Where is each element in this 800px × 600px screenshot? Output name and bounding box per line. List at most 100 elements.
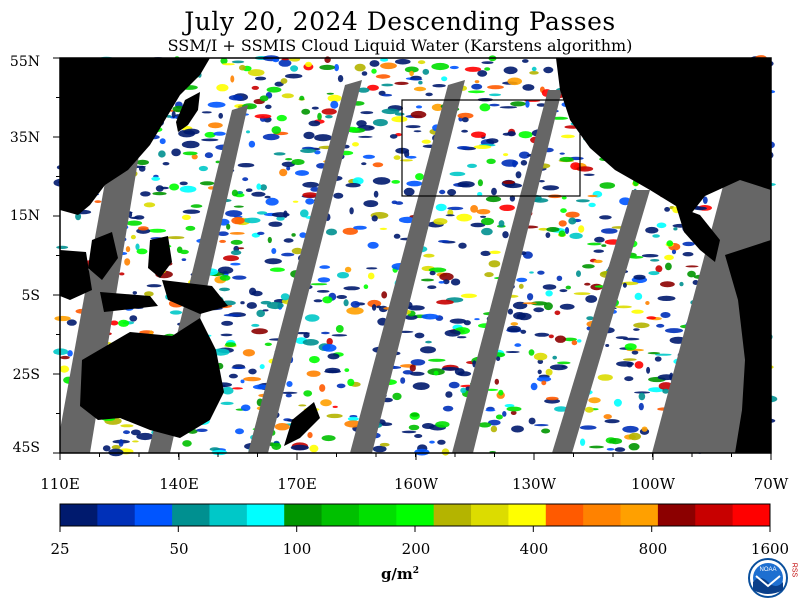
cloud-patch (420, 346, 436, 354)
cloud-patch (319, 265, 331, 269)
cloud-patch (648, 271, 660, 276)
cloud-patch (484, 272, 494, 278)
cloud-patch (560, 208, 567, 214)
cloud-patch (441, 76, 448, 82)
cloud-patch (230, 262, 241, 266)
cloud-patch (693, 206, 707, 211)
cloud-patch (538, 180, 545, 183)
cloud-patch (363, 200, 379, 208)
cloud-patch (146, 284, 162, 288)
cloud-patch (561, 134, 575, 139)
lon-label-160w: 160W (393, 475, 439, 493)
cloud-patch (435, 421, 450, 428)
cloud-patch (456, 213, 473, 222)
cloud-patch (247, 69, 265, 77)
cloud-patch (326, 92, 334, 95)
cloud-patch (220, 57, 228, 65)
cloud-patch (221, 320, 234, 326)
cloud-patch (561, 365, 566, 368)
cloud-patch (646, 316, 657, 320)
cloud-patch (576, 339, 582, 343)
cloud-patch (518, 131, 533, 139)
cloud-patch (345, 183, 361, 188)
cloud-patch (633, 328, 640, 331)
cloud-patch (679, 281, 684, 287)
land-mass (88, 232, 118, 280)
cloud-patch (580, 438, 586, 446)
lat-label-5s: 5S (21, 288, 41, 304)
cloud-patch (606, 448, 615, 451)
cloud-patch (291, 233, 296, 237)
cloud-patch (431, 62, 450, 71)
cloud-patch (342, 227, 358, 235)
cloud-patch (638, 392, 646, 401)
land-mass (148, 236, 172, 278)
region-outline-box (401, 99, 581, 197)
cloud-patch (268, 221, 283, 227)
swath-gap (350, 80, 465, 453)
cloud-patch (522, 59, 529, 63)
cloud-patch (488, 260, 501, 268)
cloud-patch (408, 424, 420, 431)
cloud-patch (615, 305, 632, 309)
lat-label-15n: 15N (9, 208, 40, 224)
cloud-patch (248, 140, 256, 148)
cloud-patch (389, 134, 398, 139)
cloud-patch (333, 192, 344, 199)
cloud-patch (344, 266, 352, 273)
land-mass (60, 250, 92, 300)
cloud-patch (481, 227, 493, 236)
cloud-patch (546, 227, 560, 232)
cloud-patch (409, 78, 423, 81)
swath-gap (652, 150, 771, 453)
cloud-patch (573, 292, 591, 295)
cloud-patch (460, 387, 467, 394)
map-title: July 20, 2024 Descending Passes (184, 7, 616, 36)
cloud-patch (232, 275, 247, 280)
land-mass (60, 58, 210, 215)
land-mass (676, 206, 720, 262)
cloud-patch (507, 77, 522, 86)
cloud-patch (403, 187, 415, 196)
cloud-patch (295, 170, 309, 176)
cloud-patch (665, 328, 683, 334)
colorbar-swatch (60, 504, 98, 526)
cloud-patch (286, 165, 291, 171)
cloud-patch (477, 70, 488, 77)
cloud-patch (371, 68, 377, 74)
cloud-patch (576, 166, 594, 172)
cloud-patch (448, 381, 460, 389)
cloud-patch (337, 272, 349, 279)
cloud-patch (561, 196, 567, 200)
cloud-patch (542, 284, 557, 290)
cloud-patch (217, 266, 234, 274)
land-masses (60, 58, 771, 453)
cloud-patch (404, 314, 418, 320)
cloud-patch (132, 440, 139, 443)
cloud-patch (137, 226, 149, 231)
cloud-patch (622, 425, 639, 433)
cloud-patch (471, 131, 486, 138)
cloud-patch (171, 148, 181, 157)
cloud-patch (204, 152, 213, 159)
cloud-patch (201, 111, 212, 114)
colorbar-swatch (172, 504, 210, 526)
cloud-patch (533, 352, 548, 361)
cloud-patch (537, 270, 545, 275)
cloud-patch (327, 353, 340, 360)
cloud-patch (634, 292, 643, 300)
cloud-patch (479, 103, 491, 112)
cloud-patch (185, 225, 196, 231)
cloud-patch (299, 95, 305, 101)
cloud-patch (308, 120, 321, 127)
cloud-patch (130, 429, 141, 436)
cloud-patch (494, 378, 499, 385)
cloud-patch (223, 313, 241, 317)
cloud-patch (353, 225, 367, 230)
cloud-patch (181, 140, 200, 149)
cloud-patch (158, 150, 166, 158)
cloud-patch (59, 365, 70, 373)
cloud-patch (255, 76, 267, 81)
colorbar-swatch (246, 504, 285, 526)
cloud-patch (319, 64, 336, 70)
